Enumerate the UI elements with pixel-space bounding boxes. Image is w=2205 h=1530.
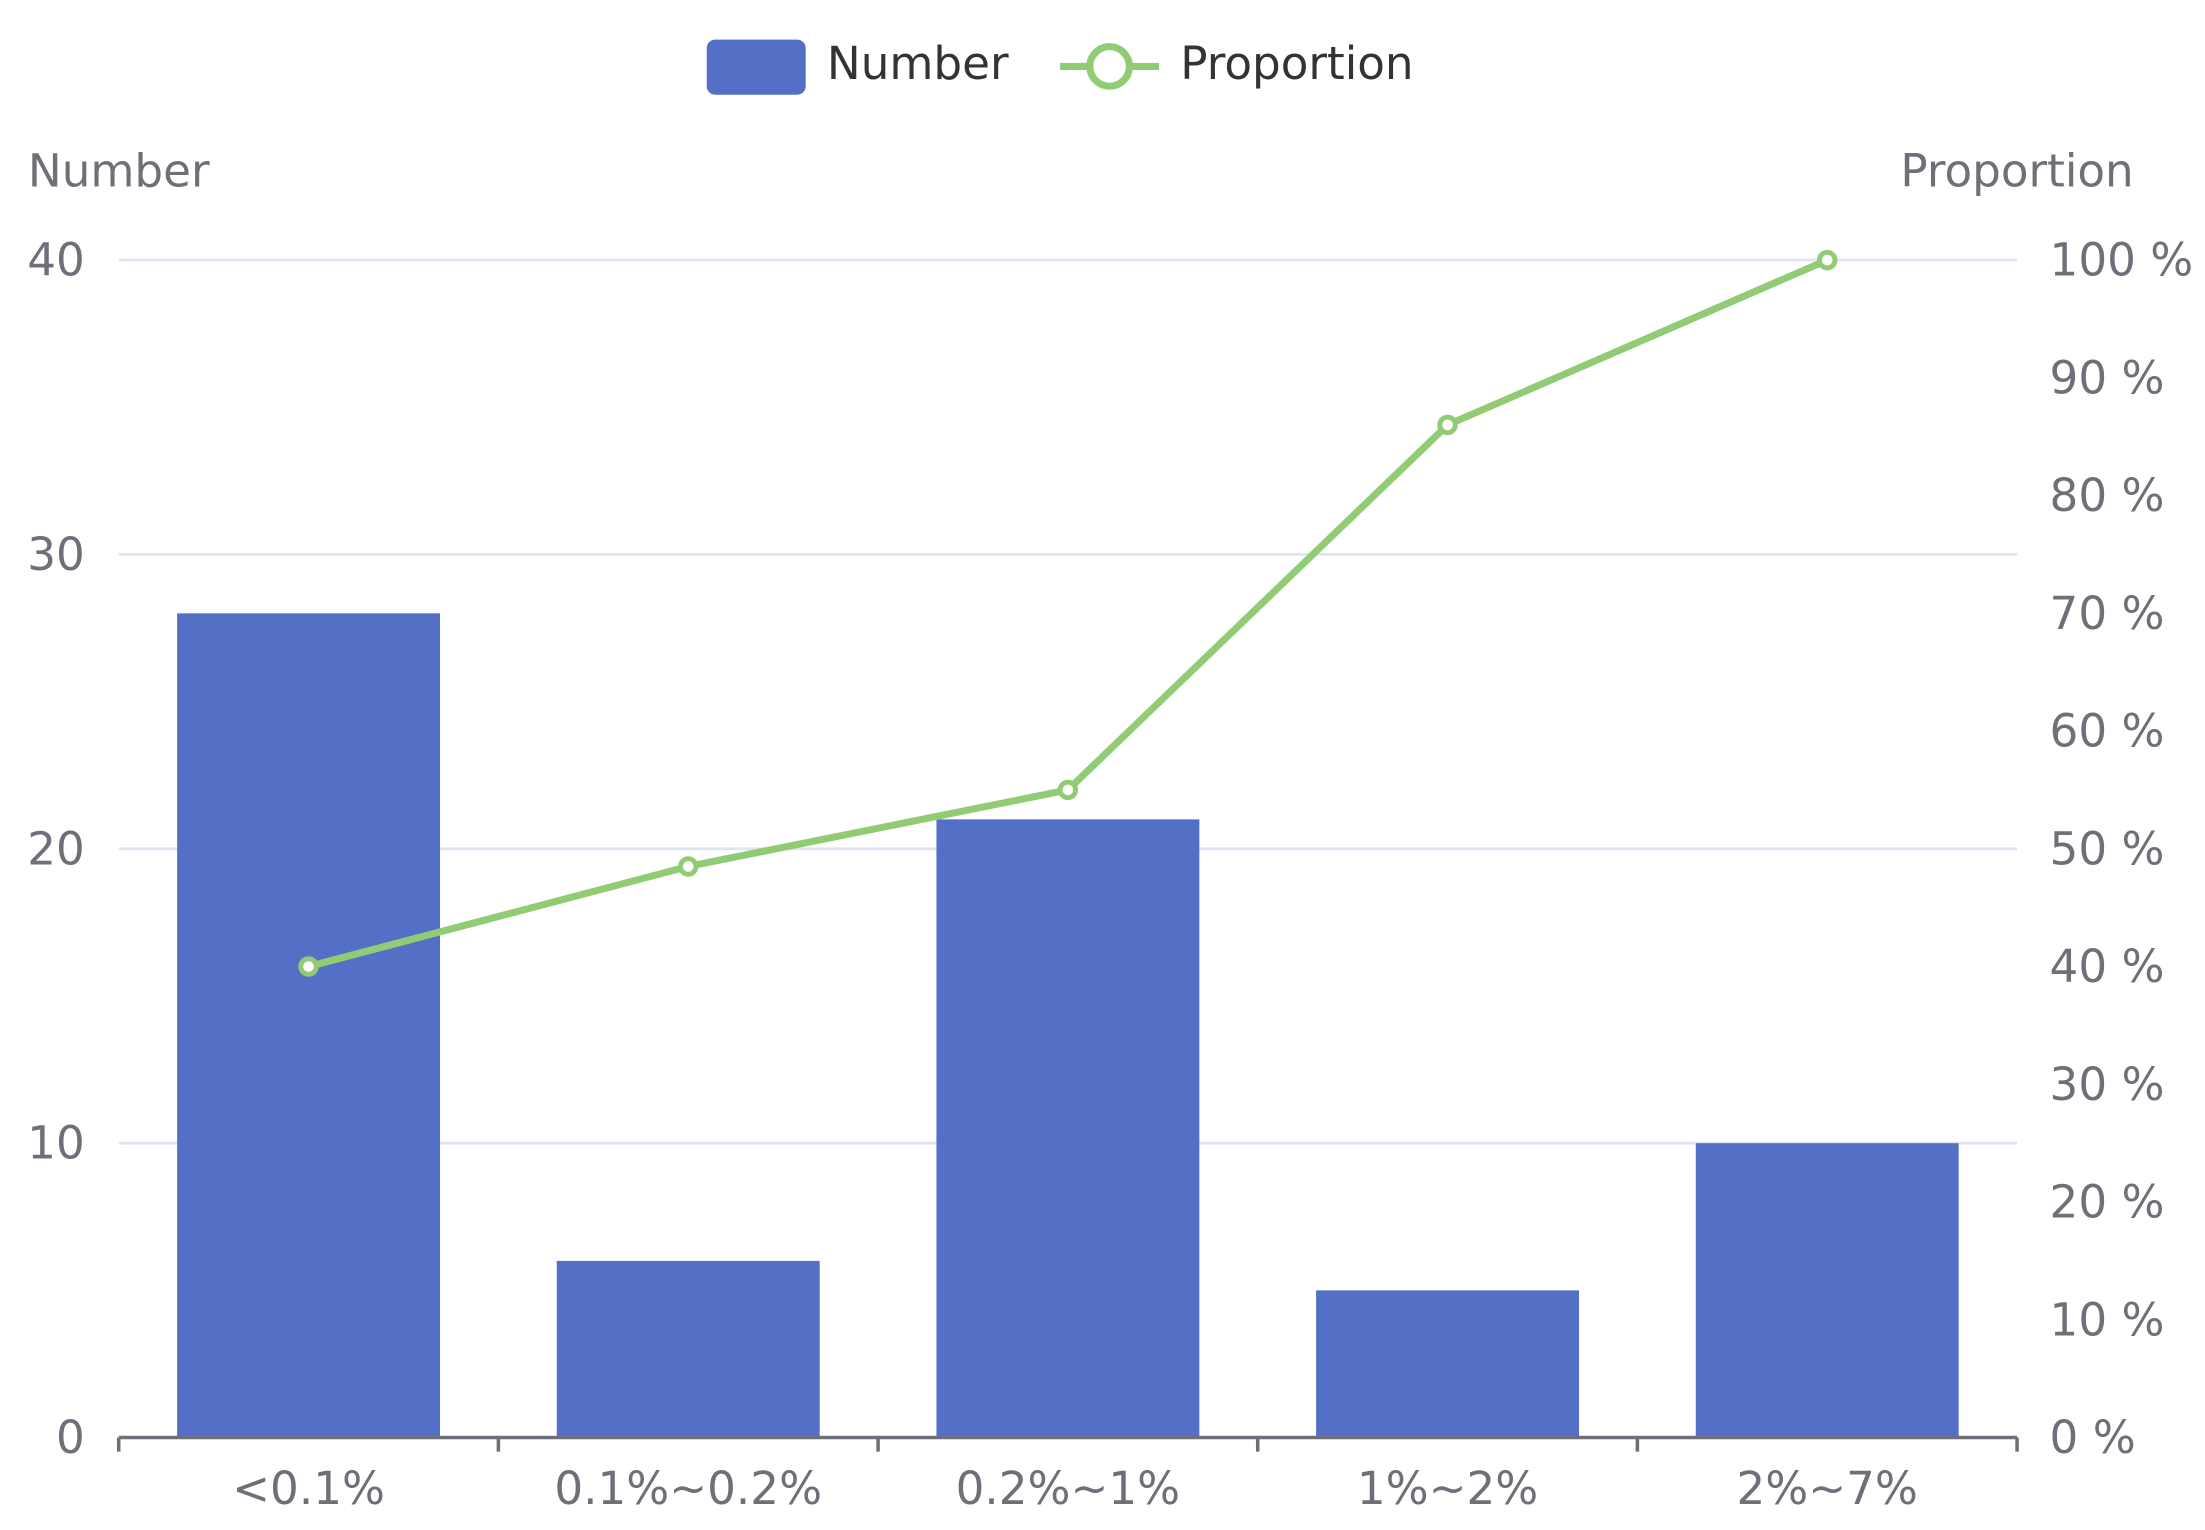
bar-4 — [1695, 1143, 1959, 1438]
left-axis-title: Number — [28, 145, 210, 198]
axis-labels: Number Proportion 0 10 20 30 40 0 % 10 % 20 % 30… — [27, 145, 2193, 1515]
legend-swatch-bar — [706, 39, 806, 95]
proportion-point-0 — [298, 956, 319, 977]
proportion-point-4 — [1816, 249, 1838, 271]
left-tick-label-2: 20 — [27, 822, 85, 875]
legend-swatch-marker — [1086, 43, 1133, 90]
bar-2 — [936, 819, 1200, 1438]
legend-item-proportion[interactable]: Proportion — [1060, 37, 1414, 90]
bar-0 — [177, 613, 441, 1438]
axes — [116, 1435, 2019, 1452]
right-tick-label-4: 40 % — [2050, 940, 2165, 993]
x-tick-label-3: 1%~2% — [1357, 1462, 1538, 1515]
legend-label-number: Number — [827, 37, 1009, 90]
left-tick-label-4: 40 — [27, 234, 85, 287]
proportion-point-3 — [1437, 414, 1458, 436]
proportion-point-2 — [1057, 779, 1079, 801]
right-tick-label-8: 80 % — [2050, 469, 2165, 522]
x-tick-label-2: 0.2%~1% — [956, 1462, 1181, 1515]
right-axis-title: Proportion — [1900, 145, 2133, 198]
right-tick-label-10: 100 % — [2050, 234, 2194, 287]
bar-1 — [556, 1260, 820, 1438]
right-tick-label-1: 10 % — [2050, 1293, 2165, 1346]
right-tick-label-2: 20 % — [2050, 1176, 2165, 1229]
bar-series-number — [177, 613, 1959, 1438]
legend-item-number[interactable]: Number — [706, 37, 1009, 95]
right-tick-label-0: 0 % — [2050, 1411, 2136, 1464]
x-tick-label-4: 2%~7% — [1737, 1462, 1918, 1515]
legend: Number Proportion — [706, 37, 1414, 95]
right-tick-label-3: 30 % — [2050, 1058, 2165, 1111]
proportion-point-1 — [677, 856, 699, 877]
left-tick-label-3: 30 — [27, 528, 85, 581]
left-tick-label-0: 0 — [56, 1411, 85, 1464]
bar-3 — [1316, 1290, 1580, 1438]
x-tick-label-0: <0.1% — [232, 1462, 385, 1515]
line-series-proportion — [298, 249, 1838, 977]
x-tick-label-1: 0.1%~0.2% — [554, 1462, 822, 1515]
legend-label-proportion: Proportion — [1180, 37, 1413, 90]
left-tick-label-1: 10 — [27, 1117, 85, 1170]
right-tick-label-9: 90 % — [2050, 351, 2165, 404]
right-tick-label-5: 50 % — [2050, 822, 2165, 875]
right-tick-label-7: 70 % — [2050, 587, 2165, 640]
right-tick-label-6: 60 % — [2050, 705, 2165, 758]
